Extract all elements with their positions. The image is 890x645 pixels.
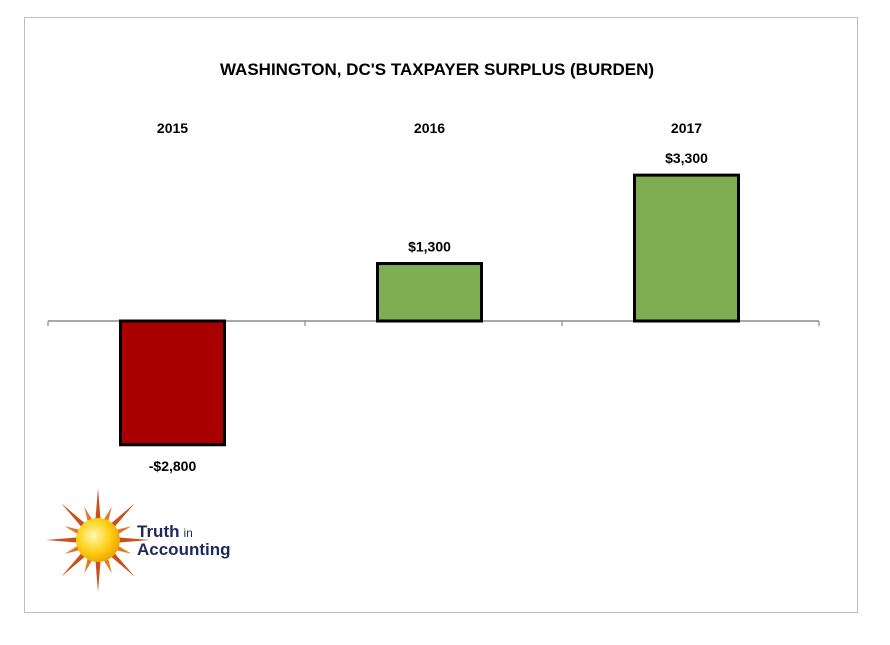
- value-label-2017: $3,300: [665, 150, 708, 166]
- value-label-2015: -$2,800: [149, 458, 197, 474]
- category-label-2016: 2016: [414, 120, 445, 136]
- bar-2016: [376, 262, 483, 323]
- value-label-2016: $1,300: [408, 239, 451, 255]
- sun-ray: [103, 557, 112, 574]
- sun-ray: [110, 503, 135, 528]
- category-label-2015: 2015: [157, 120, 188, 136]
- logo-text-line2: Accounting: [137, 540, 231, 559]
- sun-ray: [117, 537, 150, 543]
- bars-layer: 2015 -$2,800 2016 $1,300 2017 $3,300: [47, 120, 820, 474]
- sun-ray: [95, 488, 101, 521]
- category-label-2017: 2017: [671, 120, 702, 136]
- sun-ray: [103, 506, 112, 523]
- sun-ray: [84, 506, 93, 523]
- logo-text-line1: Truth in: [137, 522, 193, 541]
- sun-ray: [64, 545, 81, 554]
- sun-ray: [110, 552, 135, 577]
- sun-ray: [95, 559, 101, 592]
- sun-ray: [64, 526, 81, 535]
- logo-truth: Truth: [137, 522, 180, 541]
- sun-ray: [115, 526, 132, 535]
- sun-ray: [84, 557, 93, 574]
- sun-icon: [46, 488, 150, 592]
- sun-ray: [61, 503, 86, 528]
- sun-disc: [76, 518, 120, 562]
- bar-2015: [119, 319, 226, 447]
- sun-ray: [115, 545, 132, 554]
- sun-ray: [61, 552, 86, 577]
- logo-in: in: [184, 526, 193, 540]
- chart-title: WASHINGTON, DC'S TAXPAYER SURPLUS (BURDE…: [220, 60, 654, 79]
- sun-ray: [46, 537, 79, 543]
- logo: Truth in Accounting: [46, 488, 231, 592]
- bar-2017: [633, 173, 740, 323]
